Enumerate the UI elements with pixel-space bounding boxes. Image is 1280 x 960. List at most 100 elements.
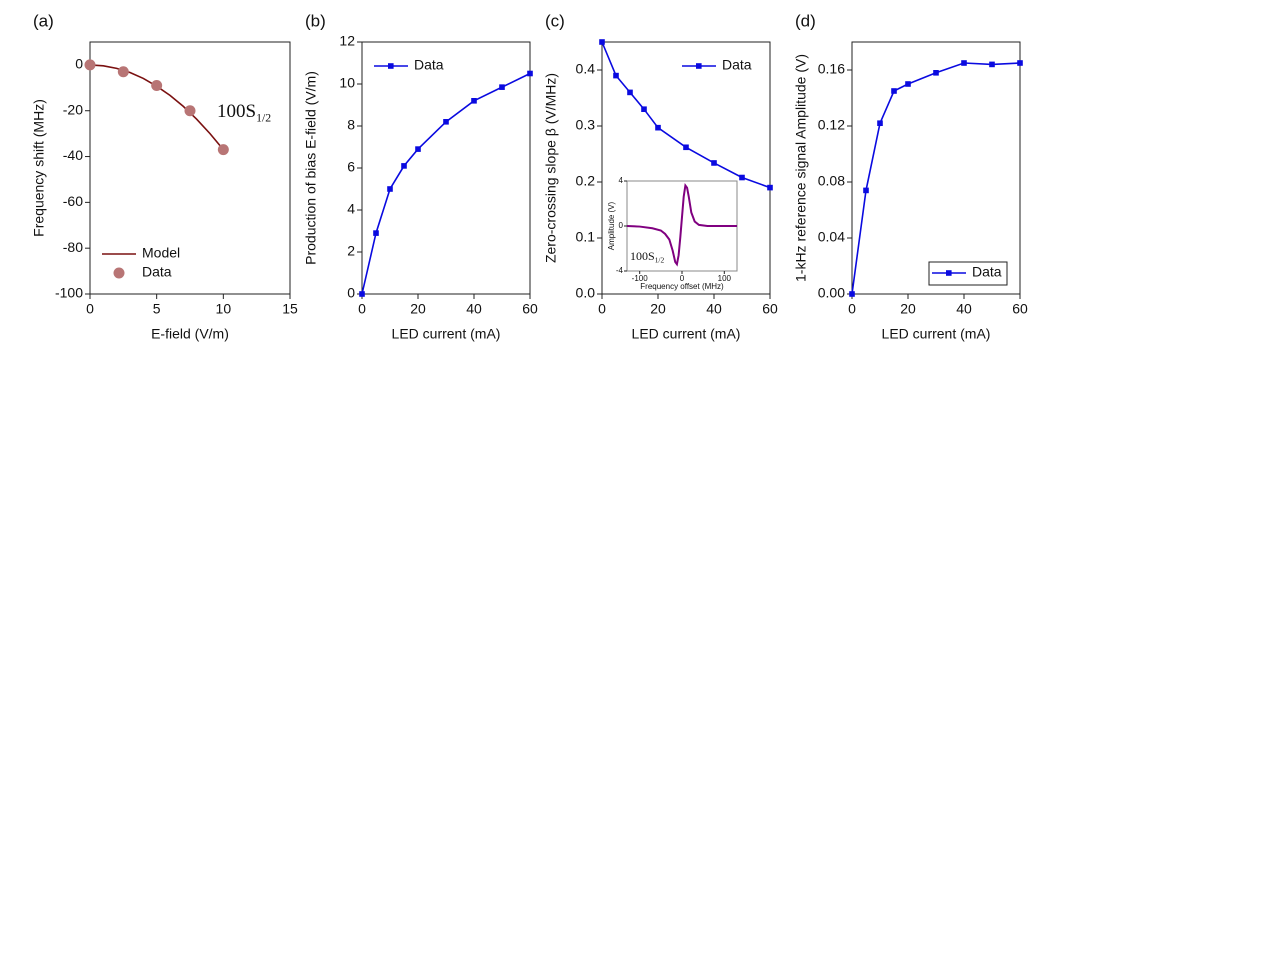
data-point bbox=[961, 60, 967, 66]
y-axis-label: 1-kHz reference signal Amplitude (V) bbox=[793, 54, 809, 282]
x-tick-label: 60 bbox=[1012, 301, 1028, 317]
annotation-main: 100S bbox=[630, 249, 655, 263]
data-point bbox=[217, 144, 229, 156]
data-point bbox=[184, 105, 196, 117]
panel-label: (a) bbox=[33, 11, 54, 30]
x-tick-label: 20 bbox=[410, 301, 426, 317]
data-point bbox=[401, 163, 407, 169]
y-tick-label: -40 bbox=[63, 147, 83, 163]
x-tick-label: 40 bbox=[466, 301, 482, 317]
series-line bbox=[626, 182, 737, 267]
y-tick-label: -20 bbox=[63, 101, 83, 117]
panel-label: (c) bbox=[545, 11, 565, 30]
y-tick-label: 0.08 bbox=[818, 173, 845, 189]
y-tick-label: 6 bbox=[347, 159, 355, 175]
annotation-sub: 1/2 bbox=[256, 111, 271, 124]
data-point bbox=[739, 174, 745, 181]
y-axis-label: Production of bias E-field (V/m) bbox=[303, 71, 319, 265]
data-point bbox=[989, 61, 995, 68]
panel-label: (d) bbox=[795, 11, 816, 30]
x-tick-label: 0 bbox=[848, 301, 856, 317]
data-point bbox=[499, 84, 505, 90]
x-axis-label: Frequency offset (MHz) bbox=[640, 282, 724, 291]
data-point bbox=[849, 291, 855, 297]
legend-marker bbox=[388, 63, 394, 69]
series-line bbox=[851, 62, 1021, 295]
y-tick-label: 8 bbox=[347, 117, 355, 133]
legend-label: Model bbox=[142, 245, 180, 261]
plot-frame bbox=[361, 41, 531, 295]
legend-label: Data bbox=[972, 264, 1002, 280]
x-tick-label: 40 bbox=[956, 301, 972, 317]
legend-marker bbox=[113, 267, 125, 279]
plot-frame bbox=[89, 41, 291, 295]
data-point bbox=[891, 88, 897, 94]
plot-frame bbox=[601, 41, 771, 295]
y-tick-label: 0.0 bbox=[576, 285, 596, 301]
data-point bbox=[443, 119, 449, 125]
plot-frame bbox=[851, 41, 1021, 295]
y-tick-label: 4 bbox=[347, 201, 355, 217]
y-tick-label: -100 bbox=[55, 285, 83, 301]
x-tick-label: 0 bbox=[680, 274, 685, 283]
data-point bbox=[613, 72, 619, 79]
legend-marker bbox=[696, 63, 702, 69]
data-point bbox=[151, 80, 163, 92]
x-tick-label: 40 bbox=[706, 301, 722, 317]
y-tick-label: 0.3 bbox=[576, 117, 596, 133]
x-axis-label: E-field (V/m) bbox=[151, 326, 229, 342]
legend-label: Data bbox=[414, 57, 444, 73]
data-point bbox=[84, 59, 96, 71]
x-tick-label: 20 bbox=[650, 301, 666, 317]
series-line bbox=[361, 72, 531, 295]
annotation-main: 100S bbox=[217, 101, 256, 122]
annotation-sub: 1/2 bbox=[655, 255, 665, 264]
y-tick-label: 0.16 bbox=[818, 61, 845, 77]
y-tick-label: 0.2 bbox=[576, 173, 596, 189]
y-axis-label: Frequency shift (MHz) bbox=[31, 99, 47, 237]
x-tick-label: 0 bbox=[598, 301, 606, 317]
data-point bbox=[877, 120, 883, 126]
x-tick-label: 10 bbox=[216, 301, 232, 317]
x-tick-label: 5 bbox=[153, 301, 161, 317]
data-point bbox=[415, 146, 421, 152]
y-tick-label: -80 bbox=[63, 239, 83, 255]
y-tick-label: 4 bbox=[619, 176, 624, 185]
series-line bbox=[89, 64, 224, 151]
y-tick-label: 0.12 bbox=[818, 117, 845, 133]
y-axis-label: Amplitude (V) bbox=[607, 201, 616, 250]
legend-label: Data bbox=[722, 57, 752, 73]
annotation: 100S1/2 bbox=[217, 101, 271, 124]
data-point bbox=[117, 66, 129, 78]
data-point bbox=[711, 160, 717, 166]
data-point bbox=[1017, 60, 1023, 66]
y-tick-label: -4 bbox=[616, 266, 624, 275]
x-tick-label: 20 bbox=[900, 301, 916, 317]
y-tick-label: 0 bbox=[75, 56, 83, 72]
data-point bbox=[387, 186, 393, 192]
panel-label: (b) bbox=[305, 11, 326, 30]
data-point bbox=[599, 39, 605, 45]
data-point bbox=[471, 98, 477, 104]
y-tick-label: 0.4 bbox=[576, 61, 596, 77]
y-tick-label: 0 bbox=[347, 285, 355, 301]
y-axis-label: Zero-crossing slope β (V/MHz) bbox=[543, 73, 559, 263]
data-point bbox=[767, 184, 773, 191]
legend-marker bbox=[946, 270, 952, 276]
data-point bbox=[655, 124, 661, 131]
data-point bbox=[527, 70, 533, 77]
y-tick-label: 0 bbox=[619, 221, 624, 230]
x-tick-label: 60 bbox=[522, 301, 538, 317]
x-axis-label: LED current (mA) bbox=[882, 326, 991, 342]
y-tick-label: 0.00 bbox=[818, 285, 845, 301]
x-tick-label: -100 bbox=[632, 274, 649, 283]
x-axis-label: LED current (mA) bbox=[392, 326, 501, 342]
x-tick-label: 15 bbox=[282, 301, 298, 317]
y-tick-label: 0.04 bbox=[818, 229, 845, 245]
x-tick-label: 100 bbox=[718, 274, 732, 283]
data-point bbox=[627, 89, 633, 96]
legend-frame bbox=[928, 261, 1008, 286]
y-tick-label: 0.1 bbox=[576, 229, 596, 245]
data-point bbox=[905, 81, 911, 87]
